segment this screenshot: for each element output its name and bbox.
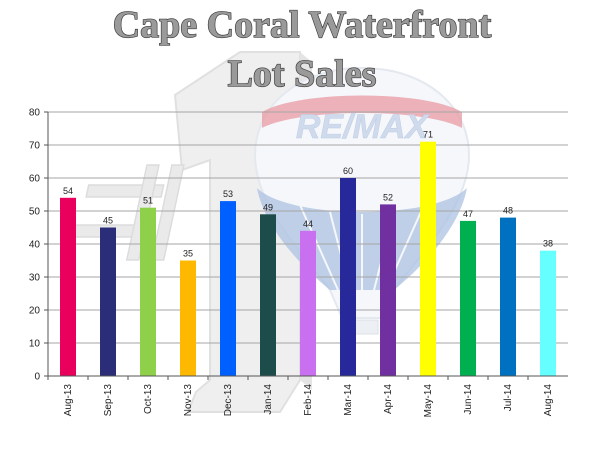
bar (220, 201, 236, 376)
data-label: 48 (503, 206, 513, 216)
hash-shape (68, 164, 185, 261)
bar (100, 227, 116, 376)
x-tick-labels: Aug-13 Sep-13 Oct-13 Nov-13 Dec-13 Jan-14 Feb-… (63, 384, 554, 418)
y-tick-label: 60 (29, 174, 41, 185)
data-label: 53 (223, 189, 233, 199)
x-tick-label: Sep-13 (103, 384, 114, 417)
x-tick-label: Jan-14 (263, 384, 274, 415)
x-tick-label: Aug-14 (543, 384, 554, 417)
data-label: 71 (423, 130, 433, 140)
data-labels: 54 45 51 35 53 49 44 60 52 71 47 48 38 (63, 130, 553, 259)
data-label: 45 (103, 216, 113, 226)
x-tick-label: Apr-14 (383, 384, 394, 414)
bar (60, 197, 76, 376)
data-label: 35 (183, 249, 193, 259)
brand-logo-text: RE/MAX (296, 108, 431, 146)
bar (260, 214, 276, 376)
bar (380, 204, 396, 376)
y-tick-label: 40 (29, 240, 41, 251)
x-tick-label: Feb-14 (303, 384, 314, 416)
bar (500, 217, 516, 376)
y-tick-label: 30 (29, 273, 41, 284)
y-tick-label: 0 (34, 372, 40, 383)
x-tick-label: Oct-13 (143, 384, 154, 414)
y-tick-label: 10 (29, 339, 41, 350)
axes (47, 112, 568, 377)
number-logo-text: #1 (0, 0, 2, 1)
y-tick-label: 70 (29, 141, 41, 152)
x-tick-label: Jun-14 (463, 384, 474, 415)
x-tick-label: May-14 (423, 384, 434, 418)
x-tick-label: Jul-14 (503, 384, 514, 412)
bar (420, 141, 436, 376)
bar (300, 230, 316, 376)
bar (140, 207, 156, 376)
chart-title-line-1: Cape Coral Waterfront (113, 4, 492, 46)
data-label: 38 (543, 239, 553, 249)
x-tick-label: Nov-13 (183, 384, 194, 417)
data-label: 60 (343, 166, 353, 176)
x-tick-label: Dec-13 (223, 384, 234, 417)
data-label: 52 (383, 192, 393, 202)
x-tick-label: Aug-13 (63, 384, 74, 417)
y-tick-label: 50 (29, 207, 41, 218)
data-label: 47 (463, 209, 473, 219)
data-label: 54 (63, 186, 73, 196)
bar (460, 220, 476, 376)
data-label: 44 (303, 219, 313, 229)
y-tick-labels: 0 10 20 30 40 50 60 70 80 (29, 108, 41, 383)
bar (180, 260, 196, 376)
chart-title-line-2: Lot Sales (228, 53, 377, 95)
x-tick-label: Mar-14 (343, 384, 354, 416)
bar (540, 250, 556, 376)
data-label: 51 (143, 196, 153, 206)
y-tick-label: 20 (29, 306, 41, 317)
bar (340, 178, 356, 376)
y-tick-label: 80 (29, 108, 41, 119)
data-label: 49 (263, 202, 273, 212)
bars (60, 141, 556, 376)
